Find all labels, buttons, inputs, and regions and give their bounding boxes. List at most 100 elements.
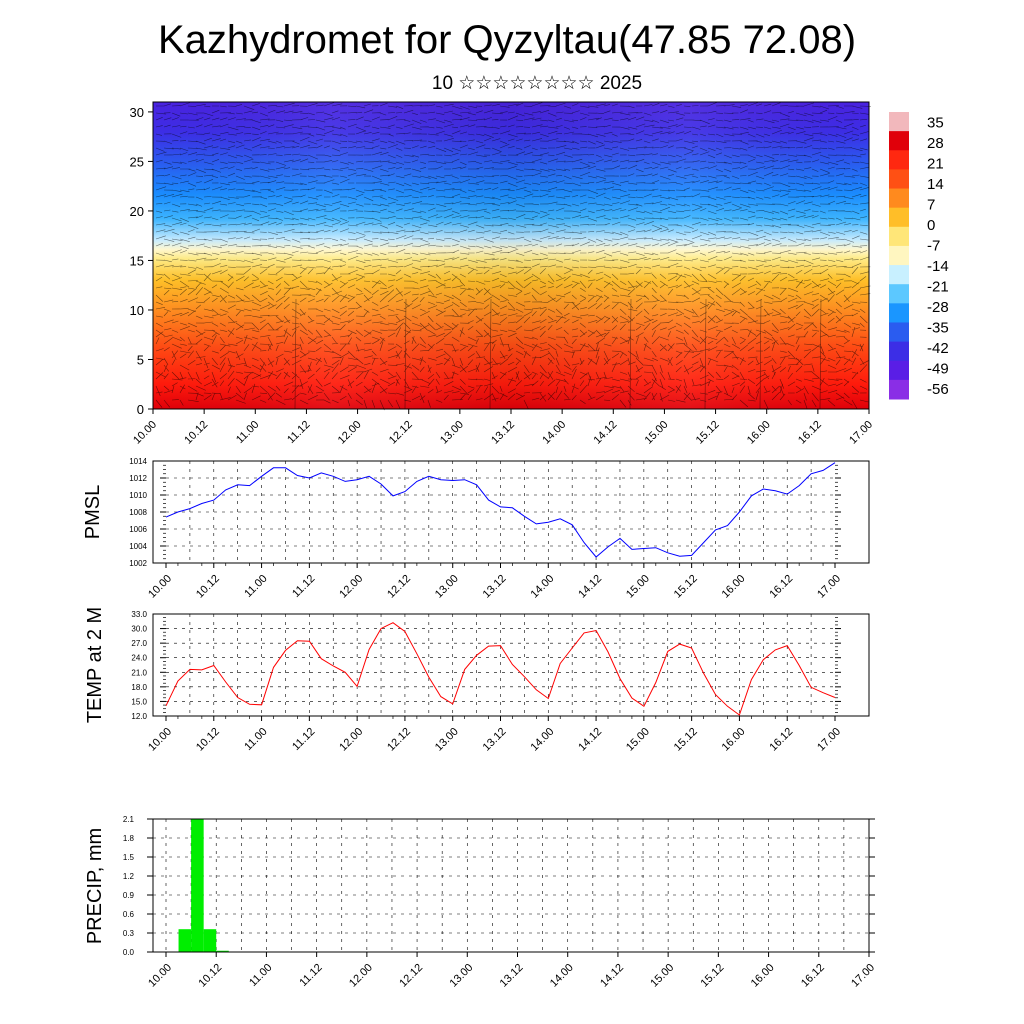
x-tick-label: 14.12 [576,573,604,601]
colorbar-label: 7 [927,196,935,213]
x-tick-label: 11.00 [242,726,269,753]
colorbar-labels: 35 28 21 14 7 0 -7 -14 -21 -28 -35 -42 -49 -56 [927,114,949,398]
cross-section-x-axis: 10.00 10.12 11.00 11.12 12.00 12.12 13.00 13.12… [131,409,875,447]
colorbar-label: 14 [927,176,944,193]
y-tick-label: 30 [130,105,144,120]
colorbar-label: -7 [927,237,940,254]
y-tick-label: 1.2 [123,872,135,881]
x-tick-label: 11.00 [247,962,274,989]
y-tick-label: 5 [137,352,144,367]
y-tick-label: 30.0 [131,625,147,634]
pmsl-axis-label: PMSL [82,485,104,539]
x-tick-label: 15.12 [672,726,700,754]
colorbar: 35 28 21 14 7 0 -7 -14 -21 -28 -35 -42 -49 -56 [889,112,949,400]
x-tick-label: 12.12 [397,962,425,990]
x-tick-label: 16.12 [796,419,824,447]
y-tick-label: 21.0 [131,668,147,677]
y-tick-label: 1006 [129,525,147,534]
colorbar-label: -35 [927,319,949,336]
x-tick-label: 11.00 [242,573,269,600]
y-tick-label: 0.9 [123,891,135,900]
precip-bars [178,819,229,952]
x-tick-label: 11.00 [234,419,261,446]
x-tick-label: 10.12 [194,573,222,601]
colorbar-swatch [889,341,909,362]
colorbar-swatch [889,131,909,151]
x-tick-label: 15.00 [643,419,671,447]
x-tick-label: 13.00 [433,726,461,754]
precip-bar [178,929,192,952]
x-tick-label: 17.00 [815,726,843,754]
x-tick-label: 16.12 [767,573,795,601]
pmsl-y-axis: 1002 1004 1006 1008 1010 1012 1014 [129,457,841,568]
cross-section-y-axis: 0 5 10 15 20 25 30 [130,105,153,417]
page-subtitle: 10 ☆☆☆☆☆☆☆☆ 2025 [431,73,643,94]
x-tick-label: 14.00 [548,962,576,990]
colorbar-label: 35 [927,114,944,131]
x-tick-label: 12.00 [347,962,375,990]
x-tick-label: 16.00 [745,419,773,447]
wind-vector-field [155,102,871,411]
colorbar-label: 21 [927,155,944,172]
colorbar-label: -56 [927,381,949,398]
colorbar-swatches [889,112,909,400]
temp-panel: 12.015.018.021.024.027.030.033.0 10.00 10… [84,607,870,754]
y-tick-label: 1002 [129,559,147,568]
y-tick-label: 1008 [129,508,147,517]
temp-x-axis: 10.00 10.12 11.00 11.12 12.00 12.12 13.00 13.12… [146,716,843,754]
y-tick-label: 0 [137,402,144,417]
x-tick-label: 14.00 [528,573,556,601]
pmsl-frame [152,460,870,564]
x-tick-label: 14.12 [591,419,619,447]
x-tick-label: 16.00 [720,573,748,601]
precip-axis-label: PRECIP, mm [84,828,106,944]
x-tick-label: 16.00 [749,962,777,990]
page-title: Kazhydromet for Qyzyltau(47.85 72.08) [157,18,857,62]
x-tick-label: 13.00 [438,419,466,447]
x-tick-label: 12.12 [385,573,413,601]
precip-x-axis: 10.00 10.12 11.00 11.12 12.00 12.12 13.00 13.12… [146,952,877,990]
y-tick-label: 25 [130,154,144,169]
y-tick-label: 1.5 [123,853,135,862]
precip-bar [216,950,229,952]
temp-axis-label: TEMP at 2 M [84,607,106,723]
precip-panel: 0.0 0.3 0.6 0.9 1.2 1.5 1.8 2.1 10.00 10.12 11.00… [84,815,877,990]
x-tick-label: 12.00 [337,726,365,754]
colorbar-swatch [889,284,909,304]
y-tick-label: 15 [130,253,144,268]
y-tick-label: 0.3 [123,929,135,938]
x-tick-label: 14.12 [576,726,604,754]
y-tick-label: 1014 [129,457,147,466]
colorbar-label: 28 [927,135,944,152]
precip-y-axis: 0.0 0.3 0.6 0.9 1.2 1.5 1.8 2.1 [123,815,875,957]
precip-frame [152,818,870,953]
x-tick-label: 11.12 [285,419,312,446]
x-tick-label: 12.00 [336,419,364,447]
colorbar-label: 0 [927,217,935,234]
colorbar-swatch [889,360,909,381]
x-tick-label: 17.00 [849,962,877,990]
x-tick-label: 17.00 [847,419,875,447]
x-tick-label: 14.00 [540,419,568,447]
temp-frame [152,613,870,717]
x-tick-label: 13.12 [481,573,509,601]
x-tick-label: 16.00 [720,726,748,754]
x-tick-label: 15.00 [624,573,652,601]
colorbar-label: -14 [927,258,949,275]
temp-y-axis: 12.0 15.0 18.0 21.0 24.0 27.0 30.0 33.0 [131,610,841,721]
x-tick-label: 11.12 [290,726,317,753]
x-tick-label: 10.00 [146,573,174,601]
x-tick-label: 10.00 [146,726,174,754]
temp-grid [166,613,835,717]
y-tick-label: 1010 [129,491,147,500]
x-tick-label: 10.12 [196,962,224,990]
y-tick-label: 27.0 [131,639,147,648]
colorbar-swatch [889,112,909,132]
y-tick-label: 10 [130,303,144,318]
y-tick-label: 12.0 [131,712,147,721]
x-tick-label: 13.12 [489,419,517,447]
pmsl-x-axis: 10.00 10.12 11.00 11.12 12.00 12.12 13.00 13.12… [146,563,843,601]
x-tick-label: 16.12 [767,726,795,754]
x-tick-label: 11.12 [290,573,317,600]
